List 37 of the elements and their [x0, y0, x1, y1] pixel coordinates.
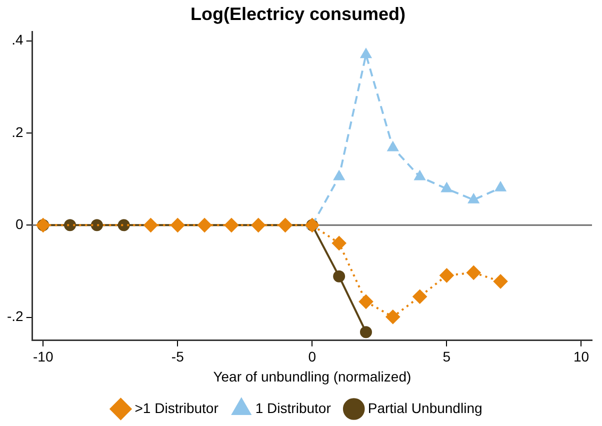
- x-tick-label: -5: [171, 348, 184, 365]
- point: [388, 142, 398, 152]
- point: [386, 310, 400, 324]
- point: [224, 218, 238, 232]
- point: [412, 290, 427, 304]
- point: [440, 268, 454, 282]
- point: [466, 266, 481, 280]
- x-axis-title: Year of unbundling (normalized): [213, 368, 412, 384]
- legend-label: >1 Distributor: [134, 400, 219, 416]
- y-tick-label: .2: [12, 124, 24, 140]
- x-tick-label: 5: [442, 348, 451, 365]
- point: [332, 236, 346, 250]
- point: [170, 218, 185, 232]
- x-tick-label: -10: [32, 348, 54, 365]
- point: [468, 194, 479, 204]
- x-tick-label: 10: [573, 348, 590, 365]
- point: [333, 270, 346, 282]
- point: [90, 219, 103, 232]
- chart-title: Log(Electricy consumed): [190, 4, 406, 24]
- y-tick-label: .4: [12, 32, 24, 48]
- point: [360, 48, 372, 58]
- point: [494, 274, 508, 288]
- point: [360, 326, 372, 338]
- legend-label: Partial Unbundling: [368, 400, 482, 416]
- point: [414, 170, 426, 180]
- point: [278, 218, 292, 232]
- point: [441, 182, 452, 192]
- point: [495, 182, 506, 192]
- point: [198, 218, 212, 232]
- legend-label: 1 Distributor: [255, 400, 332, 416]
- point: [251, 218, 266, 232]
- y-tick-label: -.2: [6, 308, 24, 324]
- x-tick-label: 0: [308, 348, 316, 365]
- point: [358, 294, 373, 309]
- point: [334, 170, 344, 180]
- y-tick-label: 0: [16, 216, 24, 232]
- point: [144, 218, 158, 232]
